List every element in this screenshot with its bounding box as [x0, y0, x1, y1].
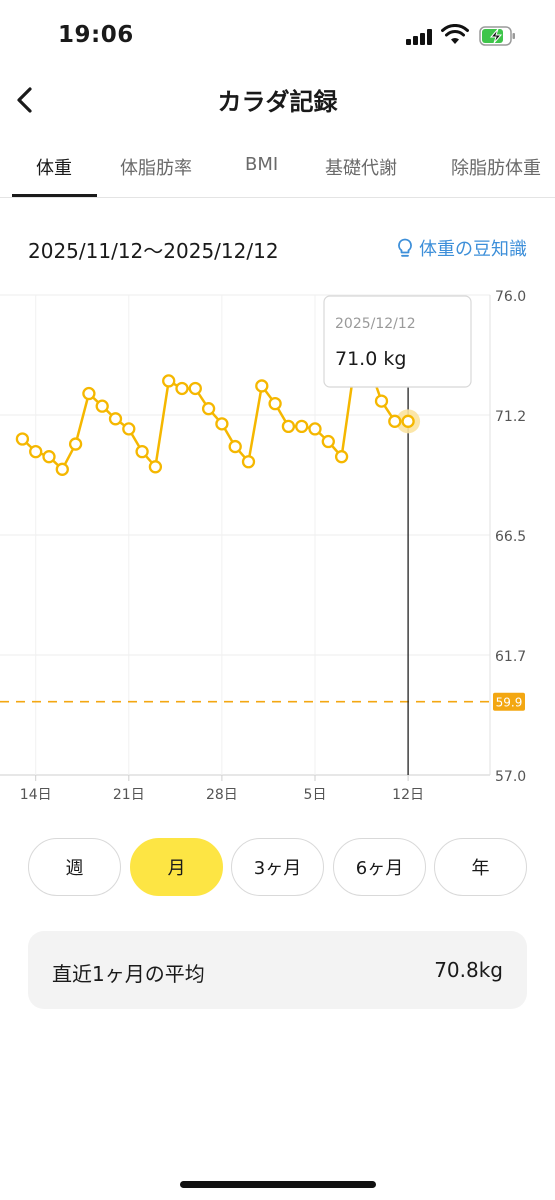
target-label: 59.9 [496, 696, 523, 710]
weight-data-point[interactable] [82, 386, 96, 401]
period-year-button[interactable]: 年 [434, 838, 527, 896]
period-6months-button[interactable]: 6ヶ月 [333, 838, 426, 896]
home-indicator [180, 1181, 376, 1188]
tooltip-date: 2025/12/12 [335, 316, 416, 332]
battery-charging-icon [479, 26, 515, 46]
status-time: 19:06 [58, 22, 134, 48]
weight-data-point[interactable] [68, 437, 83, 451]
weight-data-point[interactable] [188, 381, 202, 396]
weight-data-point[interactable] [374, 394, 389, 408]
weight-data-point[interactable] [175, 381, 189, 396]
weight-series-line [21, 361, 409, 471]
cellular-signal-icon [406, 29, 433, 45]
tab-active-indicator [12, 194, 97, 197]
tab-body-fat[interactable]: 体脂肪率 [120, 158, 192, 179]
x-tick-label: 14日 [20, 787, 52, 803]
tab-weight[interactable]: 体重 [36, 158, 72, 179]
weight-data-point[interactable] [295, 419, 309, 434]
metric-tabs: 体重 体脂肪率 BMI 基礎代謝 除脂肪体重 [0, 140, 555, 198]
weight-data-point[interactable] [15, 432, 30, 446]
weight-data-point[interactable] [42, 450, 56, 464]
target-badge [493, 692, 525, 711]
y-tick-label: 57.0 [495, 769, 526, 785]
weight-data-point[interactable] [334, 450, 349, 464]
weight-data-point[interactable] [201, 402, 216, 416]
weight-data-point[interactable] [308, 422, 322, 436]
weight-tips-label: 体重の豆知識 [419, 239, 527, 260]
weight-data-point[interactable] [228, 439, 242, 454]
x-tick-label: 12日 [392, 787, 424, 803]
y-tick-label: 71.2 [495, 409, 526, 425]
weight-data-point[interactable] [241, 455, 256, 469]
y-tick-label: 61.7 [495, 649, 526, 665]
weight-data-point[interactable] [29, 444, 43, 459]
weight-tips-link[interactable]: 体重の豆知識 [397, 235, 527, 261]
status-bar: 19:06 [0, 0, 555, 70]
tooltip-box [323, 295, 472, 388]
weight-data-point[interactable] [55, 462, 69, 476]
wifi-icon [441, 24, 469, 44]
period-week-button[interactable]: 週 [28, 838, 121, 896]
tab-basal-metabolism[interactable]: 基礎代謝 [325, 158, 397, 179]
header: カラダ記録 [0, 70, 555, 130]
y-tick-label: 76.0 [495, 289, 526, 305]
weight-chart[interactable]: 76.0 71.2 66.5 61.7 57.0 14日 21日 28日 5日 12日 59.9 20… [0, 285, 555, 815]
chevron-left-icon [17, 87, 32, 113]
average-value: 70.8kg [434, 958, 503, 982]
average-label: 直近1ヶ月の平均 [52, 962, 205, 986]
weight-data-point[interactable] [401, 414, 415, 428]
weight-data-point[interactable] [321, 434, 335, 449]
average-card: 直近1ヶ月の平均 70.8kg [28, 931, 527, 1009]
y-tick-label: 66.5 [495, 529, 526, 545]
weight-data-point[interactable] [95, 399, 109, 413]
back-button[interactable] [6, 80, 42, 120]
tab-lean-body-mass[interactable]: 除脂肪体重 [451, 158, 541, 179]
tab-bmi[interactable]: BMI [245, 154, 279, 175]
period-3months-button[interactable]: 3ヶ月 [231, 838, 324, 896]
date-range: 2025/11/12〜2025/12/12 [28, 239, 279, 263]
tooltip-value: 71.0 kg [335, 348, 406, 370]
weight-data-point[interactable] [108, 412, 123, 426]
page-title: カラダ記録 [217, 88, 338, 116]
weight-data-point[interactable] [268, 396, 282, 411]
weight-data-point[interactable] [215, 417, 229, 431]
weight-data-point[interactable] [122, 422, 136, 436]
lightbulb-icon [398, 238, 412, 257]
weight-data-point[interactable] [281, 419, 296, 434]
period-selector: 週 月 3ヶ月 6ヶ月 年 [28, 838, 527, 896]
x-tick-label: 28日 [206, 787, 238, 803]
weight-data-point[interactable] [135, 444, 149, 459]
period-month-button[interactable]: 月 [130, 838, 223, 896]
weight-data-point[interactable] [388, 414, 402, 428]
x-tick-label: 5日 [304, 787, 327, 803]
weight-data-point[interactable] [162, 374, 176, 388]
weight-data-point[interactable] [148, 460, 163, 474]
weight-data-point[interactable] [255, 379, 269, 393]
x-tick-label: 21日 [113, 787, 145, 803]
